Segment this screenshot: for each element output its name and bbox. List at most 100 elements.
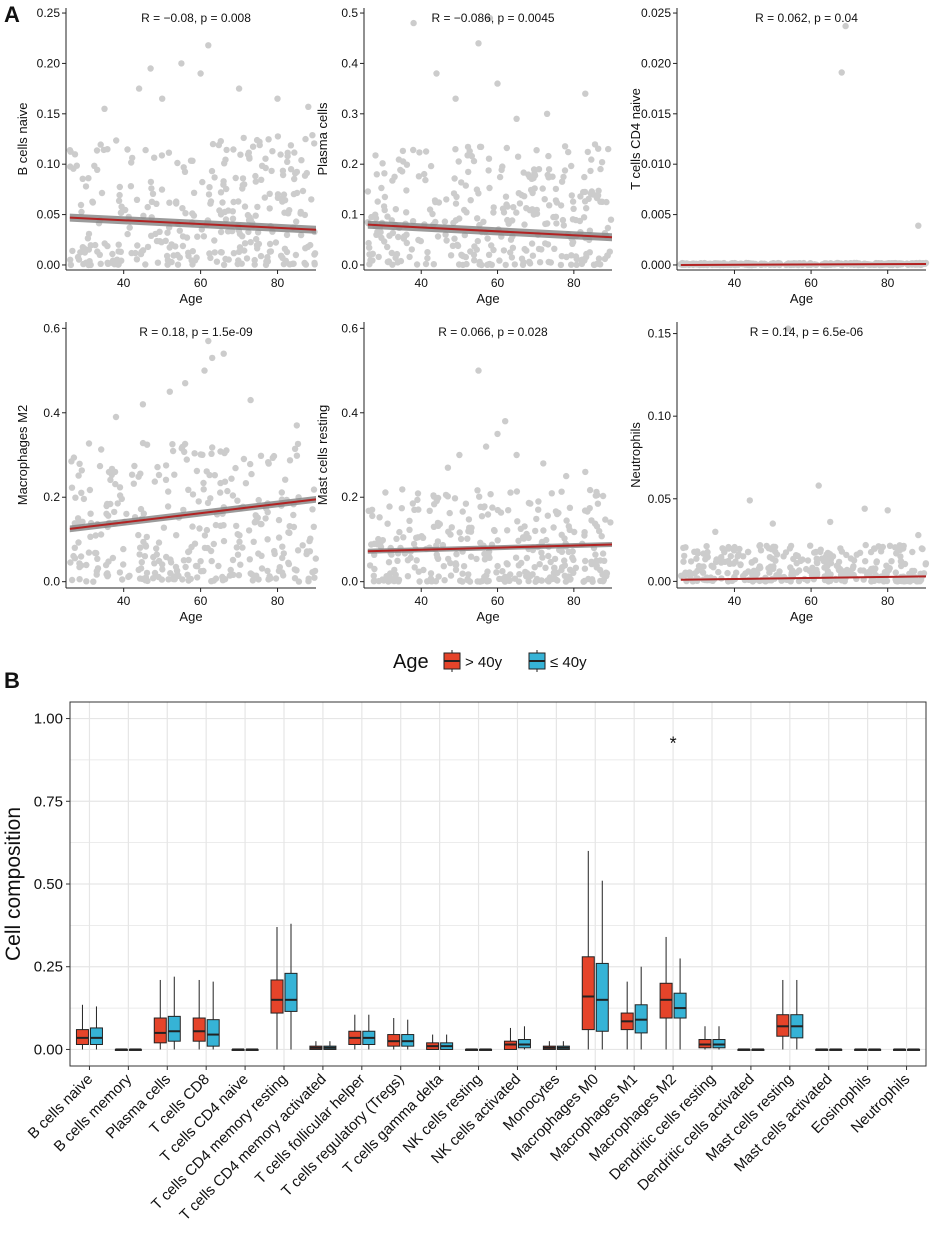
scatter-point [483, 572, 490, 579]
y-tick-label: 0.10 [37, 157, 61, 171]
scatter-point [191, 540, 199, 547]
scatter-point [223, 146, 230, 154]
scatter-point [372, 152, 379, 159]
scatter-point [448, 524, 455, 531]
scatter-point [190, 212, 198, 219]
scatter-point [445, 528, 452, 535]
scatter-point [173, 200, 180, 207]
scatter-point [561, 562, 569, 569]
scatter-point [264, 254, 271, 261]
scatter-point [283, 231, 291, 239]
scatter-point [414, 490, 422, 497]
scatter-point [190, 189, 198, 196]
scatter-point [253, 572, 260, 579]
box-gt40 [153, 979, 167, 1050]
scatter-point [434, 554, 441, 561]
scatter-point [69, 247, 76, 255]
scatter-point [211, 237, 218, 244]
scatter-point [386, 503, 393, 510]
scatter-point [871, 545, 878, 552]
scatter-point [378, 234, 385, 241]
scatter-point [206, 184, 213, 191]
scatter-point [554, 510, 561, 518]
scatter-point [518, 559, 525, 567]
scatter-point [479, 577, 486, 585]
scatter-point [807, 542, 814, 549]
scatter-point [504, 527, 511, 534]
scatter-point [92, 532, 99, 539]
scatter-point [70, 454, 78, 461]
scatter-point [521, 245, 528, 253]
scatter-point [533, 147, 540, 154]
scatter-point [247, 460, 254, 468]
legend-key-le40 [528, 650, 546, 672]
scatter-point [862, 558, 869, 565]
scatter-point [553, 220, 560, 227]
scatter-point [281, 209, 288, 216]
scatter-panel-5: 0.0 0.2 0.4 0.6 40 60 80 Age Mast cells resting R… [315, 321, 614, 624]
scatter-point [76, 560, 83, 567]
scatter-point [539, 185, 546, 192]
scatter-point [433, 70, 440, 77]
scatter-point [451, 495, 459, 502]
scatter-point [151, 154, 158, 161]
box-gt40 [581, 850, 595, 1050]
scatter-point [384, 243, 391, 251]
scatter-point [560, 222, 567, 229]
scatter-point [96, 462, 104, 470]
scatter-point [410, 146, 417, 154]
scatter-point [485, 251, 493, 258]
scatter-point [410, 19, 417, 27]
scatter-point [117, 209, 125, 216]
scatter-point [139, 401, 147, 408]
scatter-point [217, 189, 225, 196]
scatter-point [540, 460, 547, 467]
scatter-point [97, 141, 104, 148]
scatter-point [247, 216, 254, 223]
scatter-point [784, 325, 792, 332]
scatter-point [562, 578, 570, 585]
box-le40 [595, 880, 609, 1050]
scatter-point [570, 556, 577, 564]
scatter-point [97, 531, 105, 538]
scatter-point [149, 190, 157, 197]
scatter-point [518, 191, 525, 199]
scatter-point [183, 234, 191, 241]
box-body [89, 1027, 103, 1045]
scatter-point [433, 497, 440, 504]
scatter-point [824, 562, 831, 569]
x-axis-label: Age [790, 609, 813, 624]
scatter-point [587, 167, 594, 175]
scatter-point [153, 545, 160, 552]
scatter-point [494, 80, 501, 87]
scatter-point [237, 561, 244, 568]
scatter-point [577, 193, 584, 200]
scatter-point [159, 561, 166, 568]
scatter-point [424, 255, 431, 262]
box-body [270, 979, 284, 1014]
scatter-point [185, 548, 193, 555]
scatter-point [719, 545, 726, 552]
y-tick-label: 0.2 [341, 490, 358, 504]
scatter-point [207, 200, 214, 207]
scatter-point [269, 454, 276, 461]
scatter-point [189, 248, 196, 255]
x-tick-label: 60 [491, 594, 505, 608]
scatter-point [486, 184, 493, 192]
scatter-point [235, 85, 243, 92]
box-le40 [790, 979, 804, 1050]
scatter-point [195, 498, 202, 505]
scatter-point [569, 216, 577, 223]
stat-text: R = 0.062, p = 0.04 [755, 11, 858, 25]
scatter-point [292, 251, 300, 259]
scatter-point [373, 231, 380, 238]
scatter-point [232, 174, 239, 182]
scatter-point [126, 224, 133, 231]
scatter-point [79, 175, 86, 182]
scatter-point [710, 564, 717, 571]
scatter-point [211, 472, 218, 479]
scatter-point [442, 491, 450, 499]
scatter-point [249, 143, 257, 150]
scatter-point [561, 143, 569, 150]
scatter-point [294, 440, 302, 448]
